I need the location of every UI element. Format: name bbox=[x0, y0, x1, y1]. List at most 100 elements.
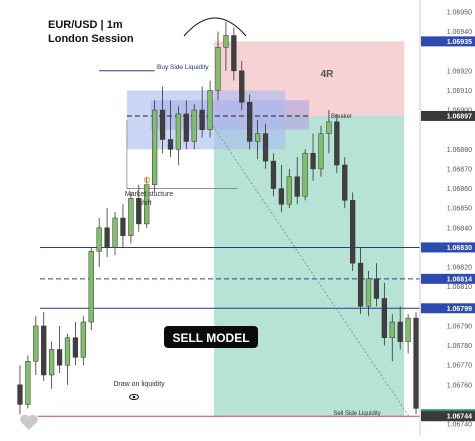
breaker-label: Breaker bbox=[331, 114, 352, 120]
market-structure-shift-label-line2: shift bbox=[139, 200, 152, 207]
candle-body-9 bbox=[88, 251, 94, 323]
candle-body-6 bbox=[64, 337, 71, 366]
candle-body-12 bbox=[112, 217, 118, 248]
candle-body-2 bbox=[33, 325, 39, 362]
sell-model-badge-bg bbox=[164, 326, 258, 348]
price-box-label-1: 1.06897 bbox=[447, 113, 472, 120]
candle-body-0 bbox=[17, 384, 23, 405]
candle-body-48 bbox=[397, 321, 403, 342]
price-box-label-2: 1.06830 bbox=[447, 245, 472, 252]
price-axis-background bbox=[420, 0, 475, 436]
draw-on-liquidity-label: Draw on liquidity bbox=[113, 381, 165, 388]
candle-body-46 bbox=[381, 298, 387, 338]
y-tick-label-16: 1.06740 bbox=[447, 422, 472, 429]
candles-layer bbox=[17, 21, 419, 415]
y-tick-label-2: 1.06920 bbox=[447, 68, 472, 75]
price-boxes-layer: 1.06935 1.06897 1.06830 1.06814 1.06799 1.067… bbox=[421, 36, 475, 422]
heart-icon bbox=[20, 414, 38, 430]
candle-body-36 bbox=[302, 152, 308, 197]
price-box-6 bbox=[421, 411, 475, 422]
candle-body-37 bbox=[310, 152, 316, 170]
candle-body-18 bbox=[159, 109, 166, 140]
candle-body-41 bbox=[342, 164, 348, 201]
candle-body-49 bbox=[405, 317, 411, 342]
price-box-2 bbox=[421, 242, 475, 253]
candle-body-45 bbox=[373, 278, 380, 299]
price-box-0 bbox=[421, 36, 475, 47]
market-structure-bracket bbox=[126, 119, 238, 189]
y-tick-label-5: 1.06880 bbox=[447, 147, 472, 154]
risk-reward-label: 4R bbox=[321, 69, 335, 80]
candle-body-13 bbox=[120, 217, 126, 236]
zone-fvg-blue bbox=[126, 90, 286, 150]
arc-marker bbox=[183, 17, 247, 37]
candle-body-31 bbox=[262, 133, 269, 162]
y-tick-label-3: 1.06910 bbox=[447, 88, 472, 95]
buy-side-liquidity-label: Buy Side Liquidity bbox=[157, 64, 209, 71]
candle-body-8 bbox=[80, 321, 86, 358]
y-tick-label-6: 1.06870 bbox=[447, 166, 472, 173]
candle-body-22 bbox=[191, 109, 197, 142]
candle-body-39 bbox=[326, 121, 332, 134]
chart-title: EUR/USD | 1m bbox=[48, 19, 123, 31]
y-tick-label-8: 1.06850 bbox=[447, 206, 472, 213]
candle-body-24 bbox=[207, 90, 213, 130]
candle-body-50 bbox=[413, 317, 419, 409]
price-box-4 bbox=[421, 303, 475, 314]
price-box-label-0: 1.06935 bbox=[447, 39, 472, 46]
candle-body-23 bbox=[199, 109, 205, 130]
candle-body-38 bbox=[318, 133, 324, 170]
candle-body-30 bbox=[254, 133, 261, 142]
levels-layer bbox=[38, 70, 420, 417]
y-tick-label-9: 1.06840 bbox=[447, 225, 472, 232]
candle-body-34 bbox=[286, 176, 292, 205]
candle-body-40 bbox=[334, 121, 340, 166]
chart-subtitle: London Session bbox=[48, 33, 134, 45]
sell-model-badge: SELL MODEL bbox=[164, 326, 258, 348]
y-tick-label-1: 1.06940 bbox=[447, 29, 472, 36]
candle-body-35 bbox=[294, 176, 300, 197]
sell-side-liquidity-label: Sell Side Liquidity bbox=[333, 411, 380, 417]
candle-body-25 bbox=[215, 47, 221, 91]
price-axis: 1.069501.069401.069201.069101.069001.068… bbox=[419, 0, 475, 436]
candle-body-14 bbox=[128, 198, 134, 236]
price-box-1 bbox=[421, 110, 475, 121]
candle-body-47 bbox=[389, 321, 395, 338]
price-box-label-6: 1.06744 bbox=[447, 414, 472, 421]
candle-body-10 bbox=[96, 227, 102, 252]
draw-on-liquidity-path bbox=[205, 115, 410, 417]
market-structure-shift-label-line1: Market stucture bbox=[125, 191, 173, 198]
candle-body-29 bbox=[247, 101, 253, 142]
candle-body-26 bbox=[223, 35, 229, 48]
candle-body-43 bbox=[357, 262, 364, 307]
y-tick-label-10: 1.06820 bbox=[447, 265, 472, 272]
annotations-layer: EUR/USD | 1m London Session Buy Side Liq… bbox=[48, 19, 381, 417]
candle-body-11 bbox=[104, 227, 110, 248]
price-box-3 bbox=[421, 273, 475, 284]
candle-body-27 bbox=[231, 35, 237, 72]
y-tick-label-7: 1.06860 bbox=[447, 186, 472, 193]
candle-body-20 bbox=[175, 113, 182, 150]
y-tick-label-14: 1.06770 bbox=[447, 363, 472, 370]
candle-body-33 bbox=[278, 188, 284, 205]
candle-body-28 bbox=[239, 70, 245, 103]
bulb-icon bbox=[143, 176, 151, 186]
y-tick-label-0: 1.06950 bbox=[447, 9, 472, 16]
candle-body-32 bbox=[270, 160, 277, 189]
candle-body-42 bbox=[350, 200, 356, 264]
zone-take-profit bbox=[214, 115, 405, 417]
candle-body-19 bbox=[167, 139, 174, 150]
candle-body-3 bbox=[41, 325, 47, 376]
candle-body-15 bbox=[136, 198, 142, 225]
price-box-label-4: 1.06799 bbox=[447, 306, 472, 313]
y-tick-label-13: 1.06780 bbox=[447, 343, 472, 350]
candle-body-5 bbox=[56, 349, 63, 366]
y-tick-label-15: 1.06760 bbox=[447, 382, 472, 389]
eye-icon bbox=[129, 394, 139, 400]
candle-body-4 bbox=[49, 349, 55, 376]
candle-body-1 bbox=[25, 361, 31, 405]
y-tick-label-12: 1.06790 bbox=[447, 323, 472, 330]
price-box-label-3: 1.06814 bbox=[447, 276, 472, 283]
